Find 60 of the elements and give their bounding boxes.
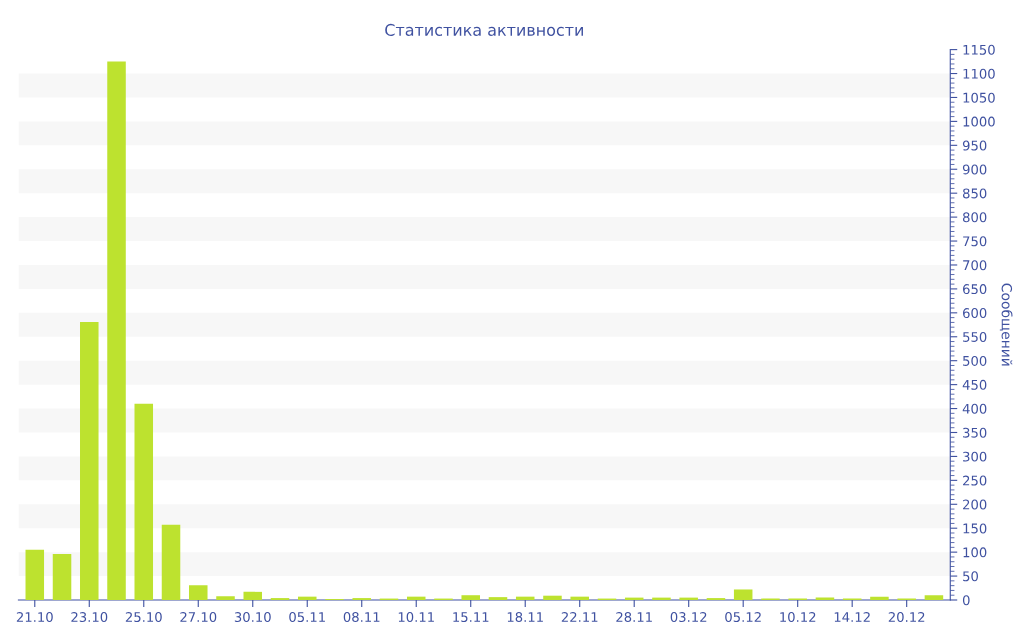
x-tick-label: 05.12	[725, 612, 761, 623]
bar	[870, 596, 889, 600]
x-tick-label: 25.10	[125, 612, 162, 623]
bar	[243, 591, 263, 600]
chart-title: Статистика активности	[385, 23, 583, 36]
y2-tick-label: 150	[963, 523, 987, 534]
y2-tick-label: 800	[962, 212, 987, 223]
x-tick-label: 22.11	[561, 612, 598, 622]
y2-tick-label: 400	[962, 403, 987, 414]
x-tick-label: 21.10	[16, 612, 53, 623]
bar	[297, 596, 317, 600]
x-tick-label: 03.12	[670, 612, 707, 623]
x-tick-label: 23.10	[71, 612, 108, 623]
bar	[543, 595, 562, 600]
x-tick-label: 05.11	[289, 612, 325, 623]
bar	[461, 595, 480, 600]
y2-tick-label: 350	[963, 427, 987, 438]
x-tick-label: 15.11	[453, 612, 489, 623]
y2-tick-label: 100	[963, 547, 987, 558]
y2-tick-label: 600	[963, 308, 987, 319]
bar	[570, 596, 589, 600]
y2-tick-label: 700	[963, 260, 987, 271]
bar	[488, 597, 508, 600]
y2-tick-label: 850	[962, 188, 987, 199]
bar	[924, 595, 944, 600]
x-tick-label: 27.10	[180, 612, 217, 623]
x-tick-label: 20.12	[888, 612, 925, 623]
bar	[189, 585, 208, 600]
bar	[134, 403, 154, 600]
y2-tick-label: 500	[963, 355, 987, 366]
x-tick-label: 14.12	[834, 612, 870, 622]
y2-tick-label: 1150	[963, 44, 995, 55]
bar	[161, 524, 181, 600]
bar	[216, 596, 235, 600]
y2-tick-label: 250	[963, 475, 987, 486]
y2-tick-label: 1100	[963, 68, 995, 79]
bar	[80, 321, 99, 600]
y2-axis-title: Сообщений	[999, 283, 1013, 366]
y2-tick-label: 300	[963, 451, 987, 462]
bar	[733, 589, 753, 600]
x-tick-label: 08.11	[343, 612, 380, 623]
y2-tick-label: 950	[962, 140, 987, 151]
y2-tick-label: 0	[962, 595, 970, 606]
y2-tick-label: 650	[963, 284, 987, 295]
y2-tick-label: 200	[963, 499, 987, 510]
y2-tick-label: 750	[963, 236, 987, 247]
y2-tick-label: 550	[963, 331, 987, 342]
y2-tick-label: 1000	[963, 116, 995, 127]
y2-tick-label: 450	[962, 379, 987, 390]
x-tick-label: 10.12	[780, 612, 816, 623]
y2-tick-label: 1050	[963, 92, 995, 103]
x-tick-label: 30.10	[234, 612, 271, 623]
x-tick-label: 10.11	[398, 612, 434, 623]
y2-tick-label: 900	[962, 164, 987, 175]
bar	[107, 61, 126, 600]
y2-tick-label: 50	[963, 571, 978, 582]
bar	[25, 549, 45, 600]
x-tick-label: 18.11	[507, 612, 543, 623]
x-tick-label: 28.11	[616, 612, 652, 623]
bar	[52, 554, 72, 600]
